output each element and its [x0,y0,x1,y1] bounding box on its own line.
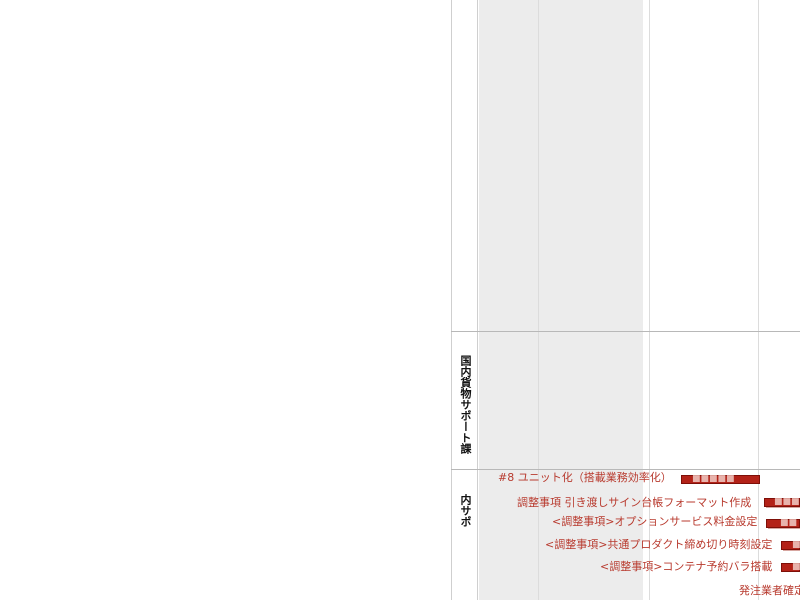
lane-divider [451,469,800,470]
task-label[interactable]: 調整事項 引き渡しサイン台帳フォーマット作成 [517,496,752,509]
task-bar-text: ■ [792,540,800,550]
date-gridline [758,0,759,600]
task-label[interactable]: <調整事項>コンテナ予約バラ搭載 [600,560,773,573]
lane-label-column [451,0,478,600]
task-bar-text: ■■ [780,518,798,528]
task-bar-text: ■■■■■ [692,474,735,484]
lane-label-naisapo: 内サポ [459,493,472,527]
task-bar[interactable] [681,475,760,484]
lane-divider [451,331,800,332]
weekend-shade [479,0,643,600]
date-gridline [538,0,539,600]
task-label[interactable]: #8 ユニット化（搭載業務効率化） [498,471,672,484]
task-label[interactable]: 発注業者確定 [739,584,800,597]
lane-label-domestic-cargo-support: 国内貨物サポート課 [459,355,472,454]
task-bar-text: ■■■ [774,497,800,507]
task-label[interactable]: <調整事項>オプションサービス料金設定 [552,515,758,528]
task-bar-text: ■ [792,562,800,572]
date-gridline [649,0,650,600]
task-label[interactable]: <調整事項>共通プロダクト締め切り時刻設定 [545,538,773,551]
blank-left-area [0,0,451,600]
